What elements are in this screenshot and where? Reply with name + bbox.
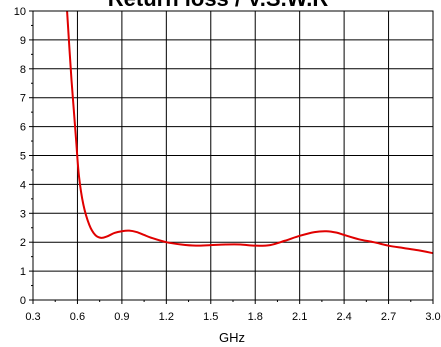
x-tick-label: 2.7	[381, 311, 396, 323]
y-tick-label: 2	[20, 237, 26, 249]
y-tick-label: 9	[20, 35, 26, 47]
tick-labels: 0.3 0.6 0.9 1.2 1.5 1.8 2.1 2.4 2.7 3.0 0 1 2 3 4 5 6 7 8 9…	[14, 6, 441, 323]
x-tick-label: 2.4	[336, 311, 351, 323]
chart-title: Return loss / V.S.W.R	[108, 0, 329, 11]
y-tick-label: 5	[20, 151, 26, 163]
plot-frame	[32, 10, 434, 301]
vswr-series-line	[66, 11, 433, 255]
y-tick-label: 3	[20, 208, 26, 220]
x-tick-label: 0.6	[70, 311, 85, 323]
grid-lines	[33, 11, 433, 300]
x-tick-label: 3.0	[425, 311, 440, 323]
x-tick-label: 2.1	[292, 311, 307, 323]
axis-ticks	[29, 10, 434, 304]
y-tick-label: 10	[14, 6, 26, 18]
y-tick-label: 6	[20, 122, 26, 134]
x-tick-label: 1.2	[159, 311, 174, 323]
y-tick-label: 4	[20, 179, 26, 191]
x-tick-label: 0.3	[25, 311, 40, 323]
y-tick-label: 1	[20, 266, 26, 278]
x-tick-label: 0.9	[114, 311, 129, 323]
series-group	[66, 11, 433, 255]
y-tick-label: 8	[20, 64, 26, 76]
x-tick-label: 1.8	[248, 311, 263, 323]
x-tick-label: 1.5	[203, 311, 218, 323]
y-tick-label: 7	[20, 93, 26, 105]
y-tick-label: 0	[20, 295, 26, 307]
x-axis-label: GHz	[219, 330, 245, 345]
